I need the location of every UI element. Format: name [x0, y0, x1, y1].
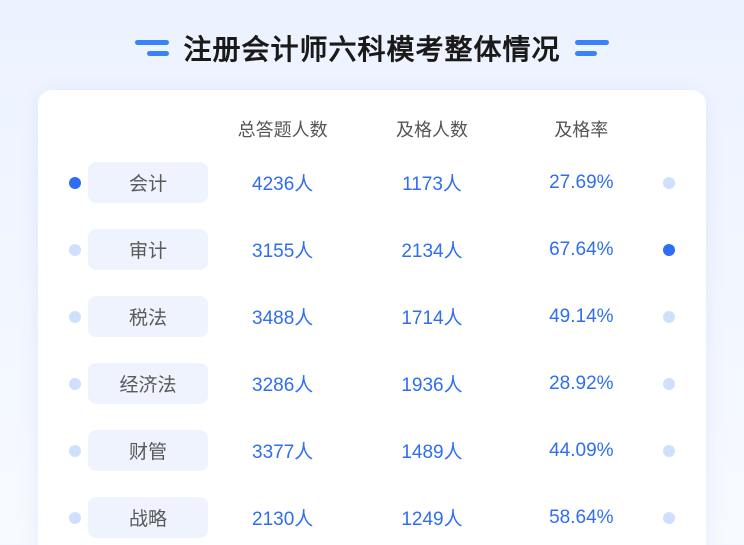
cell-pass: 1173人: [357, 169, 506, 196]
row-dot-right-icon: [663, 512, 675, 524]
col-header-total: 总答题人数: [208, 116, 357, 142]
cell-rate: 49.14%: [507, 306, 656, 328]
table-body: 会计4236人1173人27.69% 审计3155人2134人67.64% 税法34…: [62, 162, 682, 538]
row-dot-right-icon: [663, 311, 675, 323]
subject-badge: 财管: [88, 430, 208, 471]
table-row: 会计4236人1173人27.69%: [62, 162, 682, 203]
data-card: 总答题人数 及格人数 及格率 会计4236人1173人27.69% 审计3155人…: [38, 90, 706, 545]
cell-total: 3286人: [208, 370, 357, 397]
cell-total: 2130人: [208, 504, 357, 531]
row-dot-left-icon: [69, 378, 81, 390]
row-dot-left-icon: [69, 177, 81, 189]
row-dot-right-icon: [663, 378, 675, 390]
col-header-rate: 及格率: [507, 116, 656, 142]
subject-badge: 会计: [88, 162, 208, 203]
cell-pass: 1489人: [357, 437, 506, 464]
table-row: 战略2130人1249人58.64%: [62, 497, 682, 538]
row-dot-left-icon: [69, 445, 81, 457]
subject-badge: 税法: [88, 296, 208, 337]
row-dot-left-icon: [69, 244, 81, 256]
cell-pass: 1714人: [357, 303, 506, 330]
cell-total: 4236人: [208, 169, 357, 196]
table-header: 总答题人数 及格人数 及格率: [62, 116, 682, 142]
cell-rate: 27.69%: [507, 172, 656, 194]
page-title: 注册会计师六科模考整体情况: [183, 28, 560, 68]
cell-rate: 67.64%: [507, 239, 656, 261]
cell-total: 3488人: [208, 303, 357, 330]
page-container: 注册会计师六科模考整体情况 总答题人数 及格人数 及格率 会计4236人1173…: [0, 0, 744, 543]
row-dot-right-icon: [663, 445, 675, 457]
cell-total: 3155人: [208, 236, 357, 263]
row-dot-right-icon: [663, 177, 675, 189]
subject-badge: 经济法: [88, 363, 208, 404]
row-dot-left-icon: [69, 512, 81, 524]
row-dot-left-icon: [69, 311, 81, 323]
table-row: 财管3377人1489人44.09%: [62, 430, 682, 471]
cell-rate: 58.64%: [507, 507, 656, 529]
cell-rate: 28.92%: [507, 373, 656, 395]
subject-badge: 战略: [88, 497, 208, 538]
title-deco-right-icon: [575, 40, 609, 56]
cell-pass: 2134人: [357, 236, 506, 263]
cell-total: 3377人: [208, 437, 357, 464]
cell-pass: 1249人: [357, 504, 506, 531]
row-dot-right-icon: [663, 244, 675, 256]
title-deco-left-icon: [135, 40, 169, 56]
col-header-pass: 及格人数: [357, 116, 506, 142]
table-row: 税法3488人1714人49.14%: [62, 296, 682, 337]
title-wrap: 注册会计师六科模考整体情况: [38, 28, 706, 68]
subject-badge: 审计: [88, 229, 208, 270]
cell-pass: 1936人: [357, 370, 506, 397]
cell-rate: 44.09%: [507, 440, 656, 462]
table-row: 审计3155人2134人67.64%: [62, 229, 682, 270]
table-row: 经济法3286人1936人28.92%: [62, 363, 682, 404]
